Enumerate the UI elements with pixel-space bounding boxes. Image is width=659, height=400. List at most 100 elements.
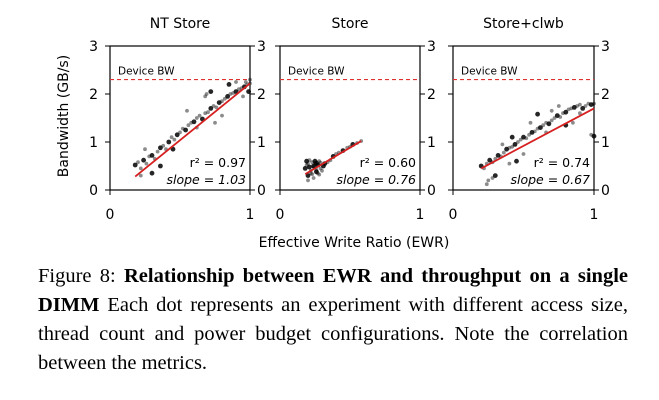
data-point xyxy=(220,99,224,104)
data-point xyxy=(549,108,554,113)
data-point xyxy=(575,104,579,108)
x-tick-label: 0 xyxy=(449,207,458,223)
data-point xyxy=(161,143,166,148)
data-point xyxy=(314,169,319,175)
data-point xyxy=(507,145,512,150)
data-point xyxy=(149,153,155,158)
data-point xyxy=(208,106,214,111)
data-point xyxy=(143,147,147,152)
y-tick-label-right: 3 xyxy=(427,39,436,55)
data-point xyxy=(592,101,596,106)
fit-line xyxy=(480,107,595,170)
data-point xyxy=(546,121,552,127)
data-point xyxy=(305,173,311,179)
data-point xyxy=(487,157,493,163)
data-point xyxy=(528,120,533,125)
y-tick-label: 0 xyxy=(89,183,98,199)
data-point xyxy=(509,134,515,140)
panel-title: Store xyxy=(331,16,368,32)
data-point xyxy=(225,94,231,99)
data-point xyxy=(158,145,163,151)
y-tick-label-right: 0 xyxy=(257,183,266,199)
caption-figure-label: Figure 8: xyxy=(38,265,116,287)
data-point xyxy=(578,111,582,116)
data-point xyxy=(138,166,143,171)
data-point xyxy=(138,173,143,178)
data-point xyxy=(504,146,509,152)
data-point xyxy=(174,132,180,138)
device-bw-label: Device BW xyxy=(461,66,518,78)
data-point xyxy=(204,92,209,96)
data-point xyxy=(228,92,233,96)
data-point xyxy=(521,134,526,140)
x-tick-label: 0 xyxy=(276,207,285,223)
fit-line xyxy=(134,82,251,178)
data-point xyxy=(166,139,172,145)
data-point xyxy=(535,111,540,117)
ewr-throughput-figure: Bandwidth (GB/s) Effective Write Ratio (… xyxy=(56,16,610,251)
data-point xyxy=(492,173,498,179)
data-point xyxy=(583,104,588,108)
data-point xyxy=(132,162,138,168)
data-point xyxy=(169,135,174,140)
device-bw-label: Device BW xyxy=(288,66,345,78)
data-point xyxy=(538,125,543,130)
data-point xyxy=(158,163,163,169)
plot-frame xyxy=(109,45,251,191)
data-point xyxy=(524,136,529,141)
data-point xyxy=(563,109,569,115)
y-tick-label-right: 2 xyxy=(601,87,610,103)
data-point xyxy=(558,115,563,119)
data-point xyxy=(486,178,491,183)
data-point xyxy=(213,120,217,125)
data-point xyxy=(571,120,575,125)
x-tick-label: 1 xyxy=(590,207,599,223)
data-point xyxy=(243,80,248,84)
data-point xyxy=(211,104,216,108)
data-point xyxy=(246,89,252,94)
data-point xyxy=(236,87,241,92)
data-point xyxy=(578,102,582,107)
data-point xyxy=(214,105,219,110)
fit-line xyxy=(304,140,362,175)
y-tick-label-right: 0 xyxy=(427,183,436,199)
data-point xyxy=(178,130,182,135)
plot-frame xyxy=(279,45,421,191)
data-point xyxy=(315,171,320,176)
data-point xyxy=(149,170,155,176)
data-point xyxy=(191,119,197,125)
slope-label: slope = 0.67 xyxy=(510,172,590,187)
data-point xyxy=(234,80,238,84)
x-axis-label: Effective Write Ratio (EWR) xyxy=(259,235,450,251)
data-point xyxy=(527,132,531,137)
data-point xyxy=(484,182,489,187)
y-tick-label-right: 0 xyxy=(601,183,610,199)
data-point xyxy=(183,127,189,133)
data-point xyxy=(226,82,232,87)
r-squared-label: r² = 0.74 xyxy=(534,155,590,170)
data-point xyxy=(186,123,191,128)
y-tick-label-right: 1 xyxy=(601,135,610,151)
x-tick-label: 1 xyxy=(416,207,425,223)
data-point xyxy=(566,107,571,112)
data-point xyxy=(314,160,319,166)
data-point xyxy=(304,158,309,164)
data-point xyxy=(155,149,160,154)
device-bw-label: Device BW xyxy=(118,66,175,78)
r-squared-label: r² = 0.60 xyxy=(360,155,416,170)
data-point xyxy=(141,157,147,163)
data-point xyxy=(516,140,520,144)
y-tick-label-right: 2 xyxy=(257,87,266,103)
data-point xyxy=(529,130,535,135)
data-point xyxy=(216,100,222,105)
data-point xyxy=(208,89,214,94)
panel-title: Store+clwb xyxy=(483,16,564,32)
data-point xyxy=(500,142,505,147)
data-point xyxy=(310,172,315,177)
slope-label: slope = 1.03 xyxy=(166,172,246,187)
y-tick-label-right: 1 xyxy=(427,135,436,151)
data-point xyxy=(206,110,210,115)
